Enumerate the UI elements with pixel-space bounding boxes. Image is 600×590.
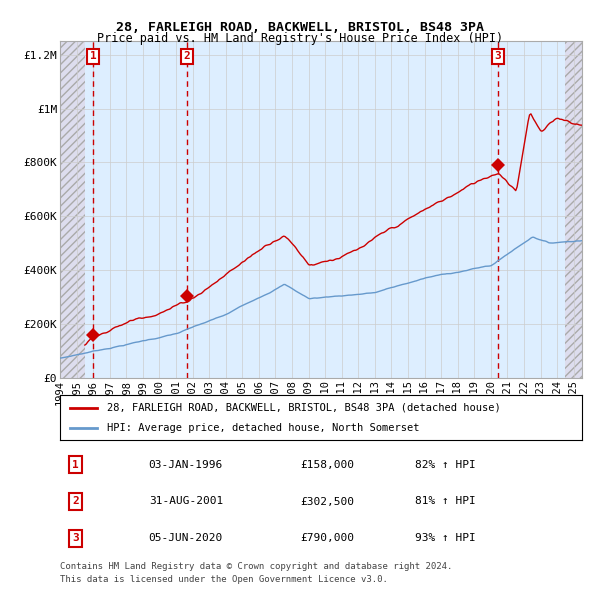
Text: 28, FARLEIGH ROAD, BACKWELL, BRISTOL, BS48 3PA (detached house): 28, FARLEIGH ROAD, BACKWELL, BRISTOL, BS…: [107, 403, 501, 412]
Text: 2: 2: [72, 497, 79, 506]
Text: 28, FARLEIGH ROAD, BACKWELL, BRISTOL, BS48 3PA: 28, FARLEIGH ROAD, BACKWELL, BRISTOL, BS…: [116, 21, 484, 34]
Bar: [565, 41, 582, 378]
Text: 05-JUN-2020: 05-JUN-2020: [149, 533, 223, 543]
Text: 81% ↑ HPI: 81% ↑ HPI: [415, 497, 476, 506]
Bar: [60, 41, 85, 378]
Text: 3: 3: [72, 533, 79, 543]
Text: 3: 3: [494, 51, 501, 61]
Text: 1: 1: [90, 51, 97, 61]
Text: This data is licensed under the Open Government Licence v3.0.: This data is licensed under the Open Gov…: [60, 575, 388, 584]
Text: 03-JAN-1996: 03-JAN-1996: [149, 460, 223, 470]
Text: 2: 2: [184, 51, 190, 61]
Text: £158,000: £158,000: [300, 460, 354, 470]
Text: Contains HM Land Registry data © Crown copyright and database right 2024.: Contains HM Land Registry data © Crown c…: [60, 562, 452, 571]
Text: 31-AUG-2001: 31-AUG-2001: [149, 497, 223, 506]
Text: 82% ↑ HPI: 82% ↑ HPI: [415, 460, 476, 470]
Text: 93% ↑ HPI: 93% ↑ HPI: [415, 533, 476, 543]
Text: HPI: Average price, detached house, North Somerset: HPI: Average price, detached house, Nort…: [107, 424, 419, 434]
Text: Price paid vs. HM Land Registry's House Price Index (HPI): Price paid vs. HM Land Registry's House …: [97, 32, 503, 45]
Text: £302,500: £302,500: [300, 497, 354, 506]
Text: £790,000: £790,000: [300, 533, 354, 543]
Text: 1: 1: [72, 460, 79, 470]
